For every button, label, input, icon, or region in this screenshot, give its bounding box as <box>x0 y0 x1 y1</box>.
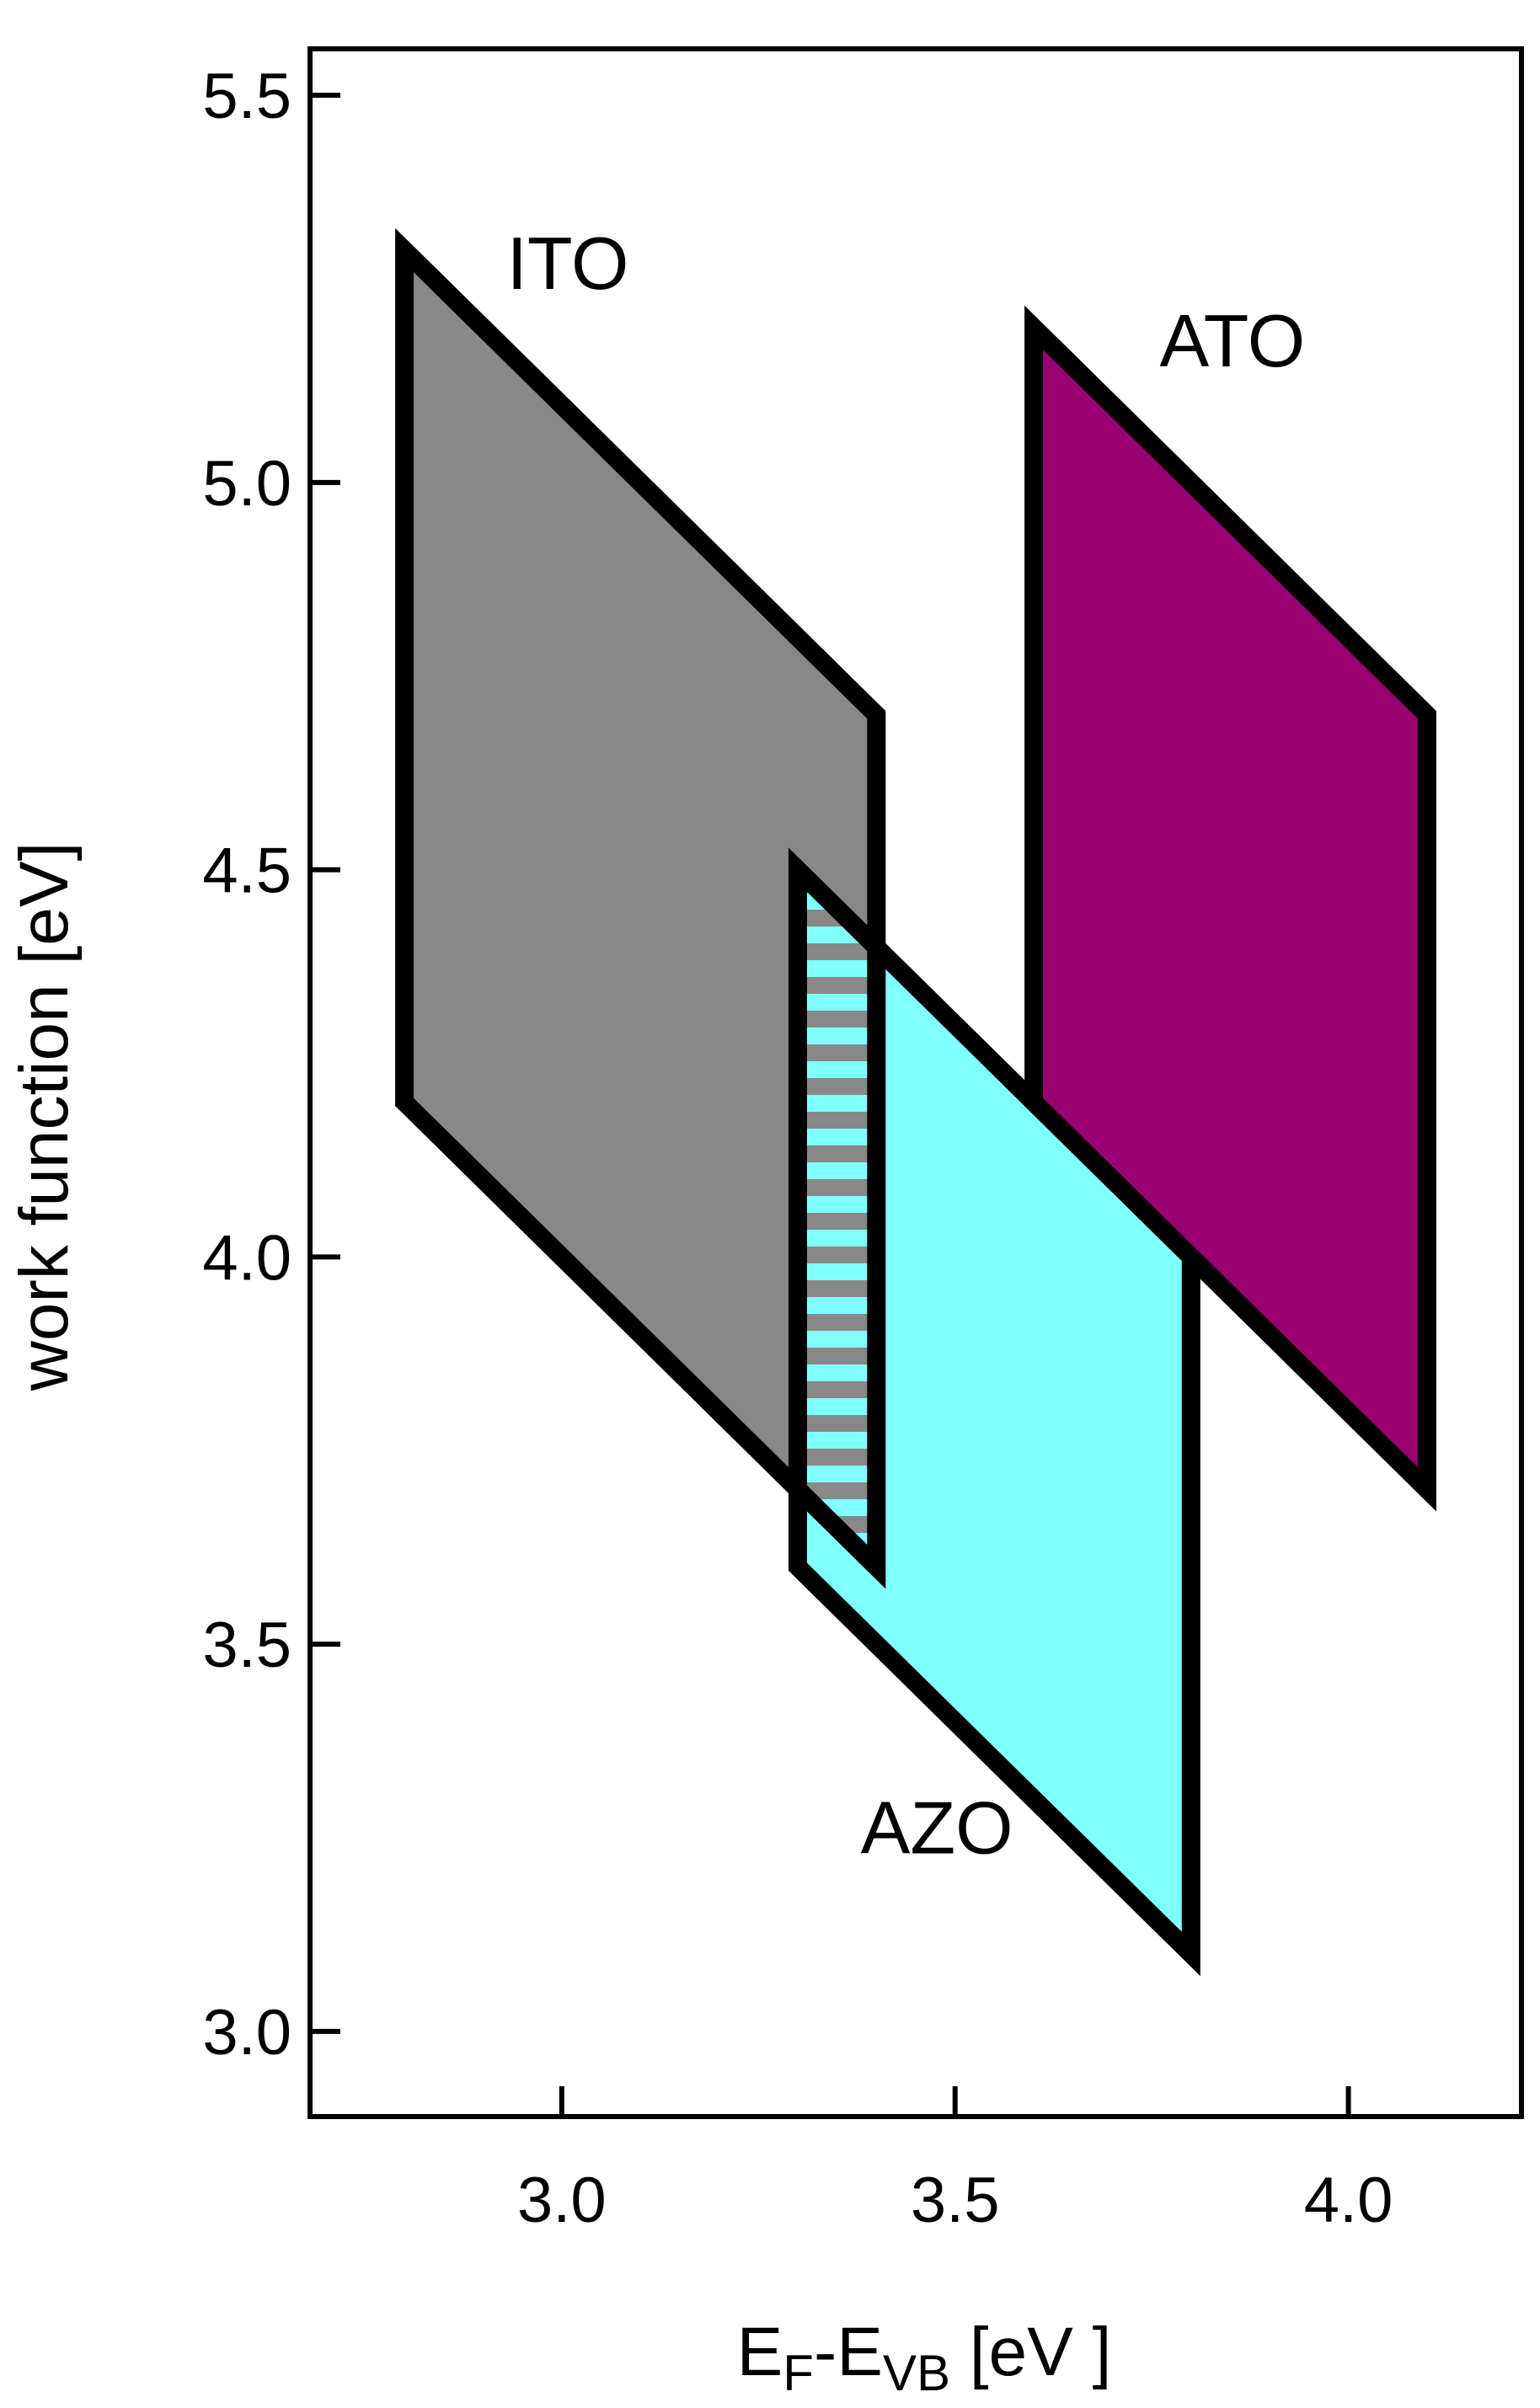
vertex-azo-1 <box>1183 1249 1199 1265</box>
y-tick-label: 5.5 <box>202 61 291 132</box>
x-axis-title-sub-f: F <box>783 2345 814 2401</box>
x-axis-title-e1: E <box>737 2314 783 2390</box>
vertex-ito-3 <box>397 1094 413 1110</box>
vertex-ato-0 <box>1026 320 1042 336</box>
plot-regions <box>404 250 1427 1954</box>
label-ito: ITO <box>506 222 628 305</box>
vertex-ito-0 <box>397 243 413 259</box>
label-azo: AZO <box>861 1786 1013 1869</box>
x-tick-label: 3.0 <box>517 2165 607 2236</box>
vertex-ito-2 <box>869 1559 885 1575</box>
vertex-ato-2 <box>1419 1482 1435 1498</box>
region-outlines <box>395 227 1436 1977</box>
x-axis-title-mid: -E <box>814 2314 883 2390</box>
y-tick-label: 5.0 <box>202 448 291 520</box>
region-ito <box>404 250 877 1567</box>
plot-frame <box>307 46 1524 2119</box>
vertex-azo-0 <box>789 862 805 878</box>
y-tick-label: 3.5 <box>202 1610 291 1681</box>
x-tick-label: 4.0 <box>1304 2165 1393 2236</box>
x-tick-label: 3.5 <box>911 2165 1000 2236</box>
region-labels: ITO ATO AZO <box>506 222 1305 1869</box>
label-ato: ATO <box>1159 299 1305 382</box>
x-axis-title: EF-EVB [eV ] <box>737 2314 1112 2401</box>
y-tick-label: 4.0 <box>202 1222 291 1294</box>
vertex-ito-1 <box>869 707 885 723</box>
region-azo <box>797 869 1191 1954</box>
x-axis-title-sub-vb: VB <box>883 2345 950 2401</box>
vertex-azo-2 <box>1183 1946 1199 1962</box>
y-axis-title: work function [eV] <box>6 842 83 1392</box>
x-axis-title-unit: [eV ] <box>950 2314 1111 2390</box>
y-tick-label: 4.5 <box>202 836 291 907</box>
axes: 3.0 3.5 4.0 4.5 5.0 5.5 3.0 3.5 4.0 <box>202 61 1393 2236</box>
vertex-azo-3 <box>789 1559 805 1575</box>
y-tick-label: 3.0 <box>202 1997 291 2069</box>
vertex-ato-1 <box>1419 707 1435 723</box>
